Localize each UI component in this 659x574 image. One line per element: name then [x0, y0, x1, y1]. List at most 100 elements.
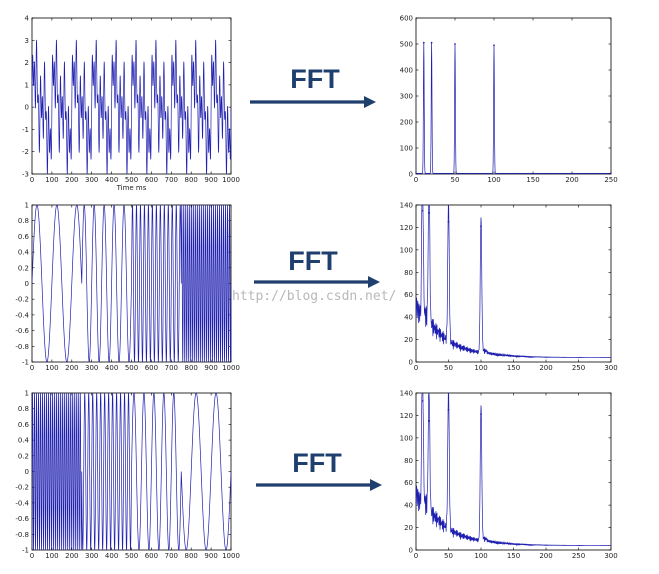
x-tick-label: 100	[474, 552, 487, 560]
x-tick-label: 200	[539, 364, 552, 372]
x-tick-label: 0	[414, 364, 418, 372]
y-tick-label: 0	[25, 468, 29, 476]
spectrum-peak	[421, 209, 424, 212]
y-tick-label: 3	[25, 37, 29, 45]
spectrum-peak	[430, 41, 433, 44]
chart-row2-time: 0 100 200 300 400 500 600 700 800 900 1000 -1 -0.8 -0…	[15, 202, 240, 373]
x-tick-label: 200	[65, 552, 78, 560]
arrow-head	[370, 479, 382, 491]
x-tick-label: 500	[125, 364, 138, 372]
arrow-head	[368, 276, 380, 288]
fft-arrow-1: FFT	[250, 64, 376, 108]
fft-label: FFT	[292, 448, 342, 478]
chart-row1-fft: 0 50 100 150 200 250 0 100 200 300 400 500 600	[400, 15, 618, 185]
y-tick-label: -1	[22, 126, 29, 134]
spectrum-peak	[454, 43, 456, 45]
y-tick-label: 60	[404, 291, 413, 299]
y-tick-label: -1	[22, 547, 29, 555]
y-tick-label: -1	[22, 359, 29, 367]
fft-arrow-2: FFT	[254, 246, 380, 288]
x-tick-label: 0	[414, 176, 418, 184]
chart-row2-fft: 0 50 100 150 200 250 300 0 20 40 60 80 100 120 140	[400, 202, 618, 373]
y-tick-label: 0.2	[18, 264, 29, 272]
plot-frame	[415, 392, 612, 551]
arrow-head	[364, 96, 376, 108]
x-tick-label: 900	[204, 364, 217, 372]
y-tick-label: 300	[400, 93, 413, 101]
chart-row3-fft: 0 50 100 150 200 250 300 0 20 40 60 80 100 120 140	[400, 390, 618, 561]
x-tick-label: 700	[165, 364, 178, 372]
spectrum-line	[416, 393, 611, 547]
y-tick-label: 600	[400, 15, 413, 23]
plot-frame	[415, 204, 612, 363]
fft-label: FFT	[290, 64, 340, 94]
x-tick-label: 700	[165, 552, 178, 560]
y-tick-label: 0.4	[18, 249, 30, 257]
y-tick-label: 500	[400, 41, 413, 49]
y-tick-label: -3	[22, 171, 29, 179]
x-tick-label: 150	[507, 364, 520, 372]
y-tick-label: 0.8	[18, 217, 29, 225]
y-tick-label: 4	[25, 15, 30, 23]
x-tick-label: 200	[539, 552, 552, 560]
y-tick-label: 1	[25, 390, 29, 398]
y-tick-label: 120	[400, 224, 413, 232]
x-tick-label: 600	[145, 364, 158, 372]
y-tick-label: 100	[400, 246, 413, 254]
x-tick-label: 50	[444, 552, 453, 560]
y-tick-label: 40	[404, 314, 413, 322]
y-tick-label: 40	[404, 502, 413, 510]
spectrum-peak	[493, 44, 495, 47]
signal-line	[32, 39, 231, 174]
x-tick-label: 300	[604, 552, 617, 560]
y-tick-label: 0	[25, 280, 29, 288]
y-tick-label: 100	[400, 434, 413, 442]
chart-row1-time: 0 100 200 300 400 500 600 700 800 900 1000 -3 -2 -1 0 1…	[22, 15, 240, 193]
x-tick-label: 50	[451, 176, 460, 184]
x-tick-label: 100	[474, 364, 487, 372]
y-tick-label: 1	[25, 81, 29, 89]
x-tick-label: 1000	[222, 364, 240, 372]
x-tick-label: 300	[85, 176, 98, 184]
y-tick-label: 0.8	[18, 405, 29, 413]
y-tick-label: 2	[25, 59, 29, 67]
watermark: http://blog.csdn.net/	[232, 289, 396, 304]
y-tick-label: -2	[22, 148, 29, 156]
x-tick-label: 500	[125, 552, 138, 560]
x-tick-label: 0	[30, 176, 34, 184]
x-tick-label: 150	[507, 552, 520, 560]
x-tick-label: 0	[30, 552, 34, 560]
fft-label: FFT	[288, 246, 338, 276]
x-tick-label: 700	[165, 176, 178, 184]
spectrum-peak	[421, 399, 424, 402]
chart-row3-time: 0 100 200 300 400 500 600 700 800 900 1000 -1 -0.8 -0…	[15, 390, 240, 561]
y-tick-label: 120	[400, 412, 413, 420]
y-tick-label: -0.2	[15, 296, 29, 304]
y-tick-label: -0.4	[15, 311, 29, 319]
y-tick-label: 20	[404, 336, 413, 344]
x-axis-label: Time ms	[116, 184, 147, 192]
x-tick-label: 0	[414, 552, 418, 560]
x-tick-label: 250	[572, 364, 585, 372]
x-tick-label: 800	[185, 176, 198, 184]
plot-frame	[415, 17, 612, 175]
y-tick-label: -0.2	[15, 484, 29, 492]
y-tick-label: 200	[400, 119, 413, 127]
y-tick-label: 140	[400, 202, 413, 210]
x-tick-label: 800	[185, 364, 198, 372]
x-tick-label: 1000	[222, 552, 240, 560]
x-tick-label: 900	[204, 176, 217, 184]
x-tick-label: 250	[572, 552, 585, 560]
y-tick-label: 20	[404, 524, 413, 532]
x-tick-label: 300	[85, 364, 98, 372]
x-tick-label: 100	[45, 364, 58, 372]
y-tick-label: 0.2	[18, 452, 29, 460]
y-tick-label: 400	[400, 67, 413, 75]
x-tick-label: 400	[105, 364, 118, 372]
y-tick-label: 80	[404, 269, 413, 277]
x-tick-label: 100	[45, 176, 58, 184]
x-tick-label: 600	[145, 176, 158, 184]
x-tick-label: 200	[65, 176, 78, 184]
spectrum-peak	[447, 408, 450, 411]
